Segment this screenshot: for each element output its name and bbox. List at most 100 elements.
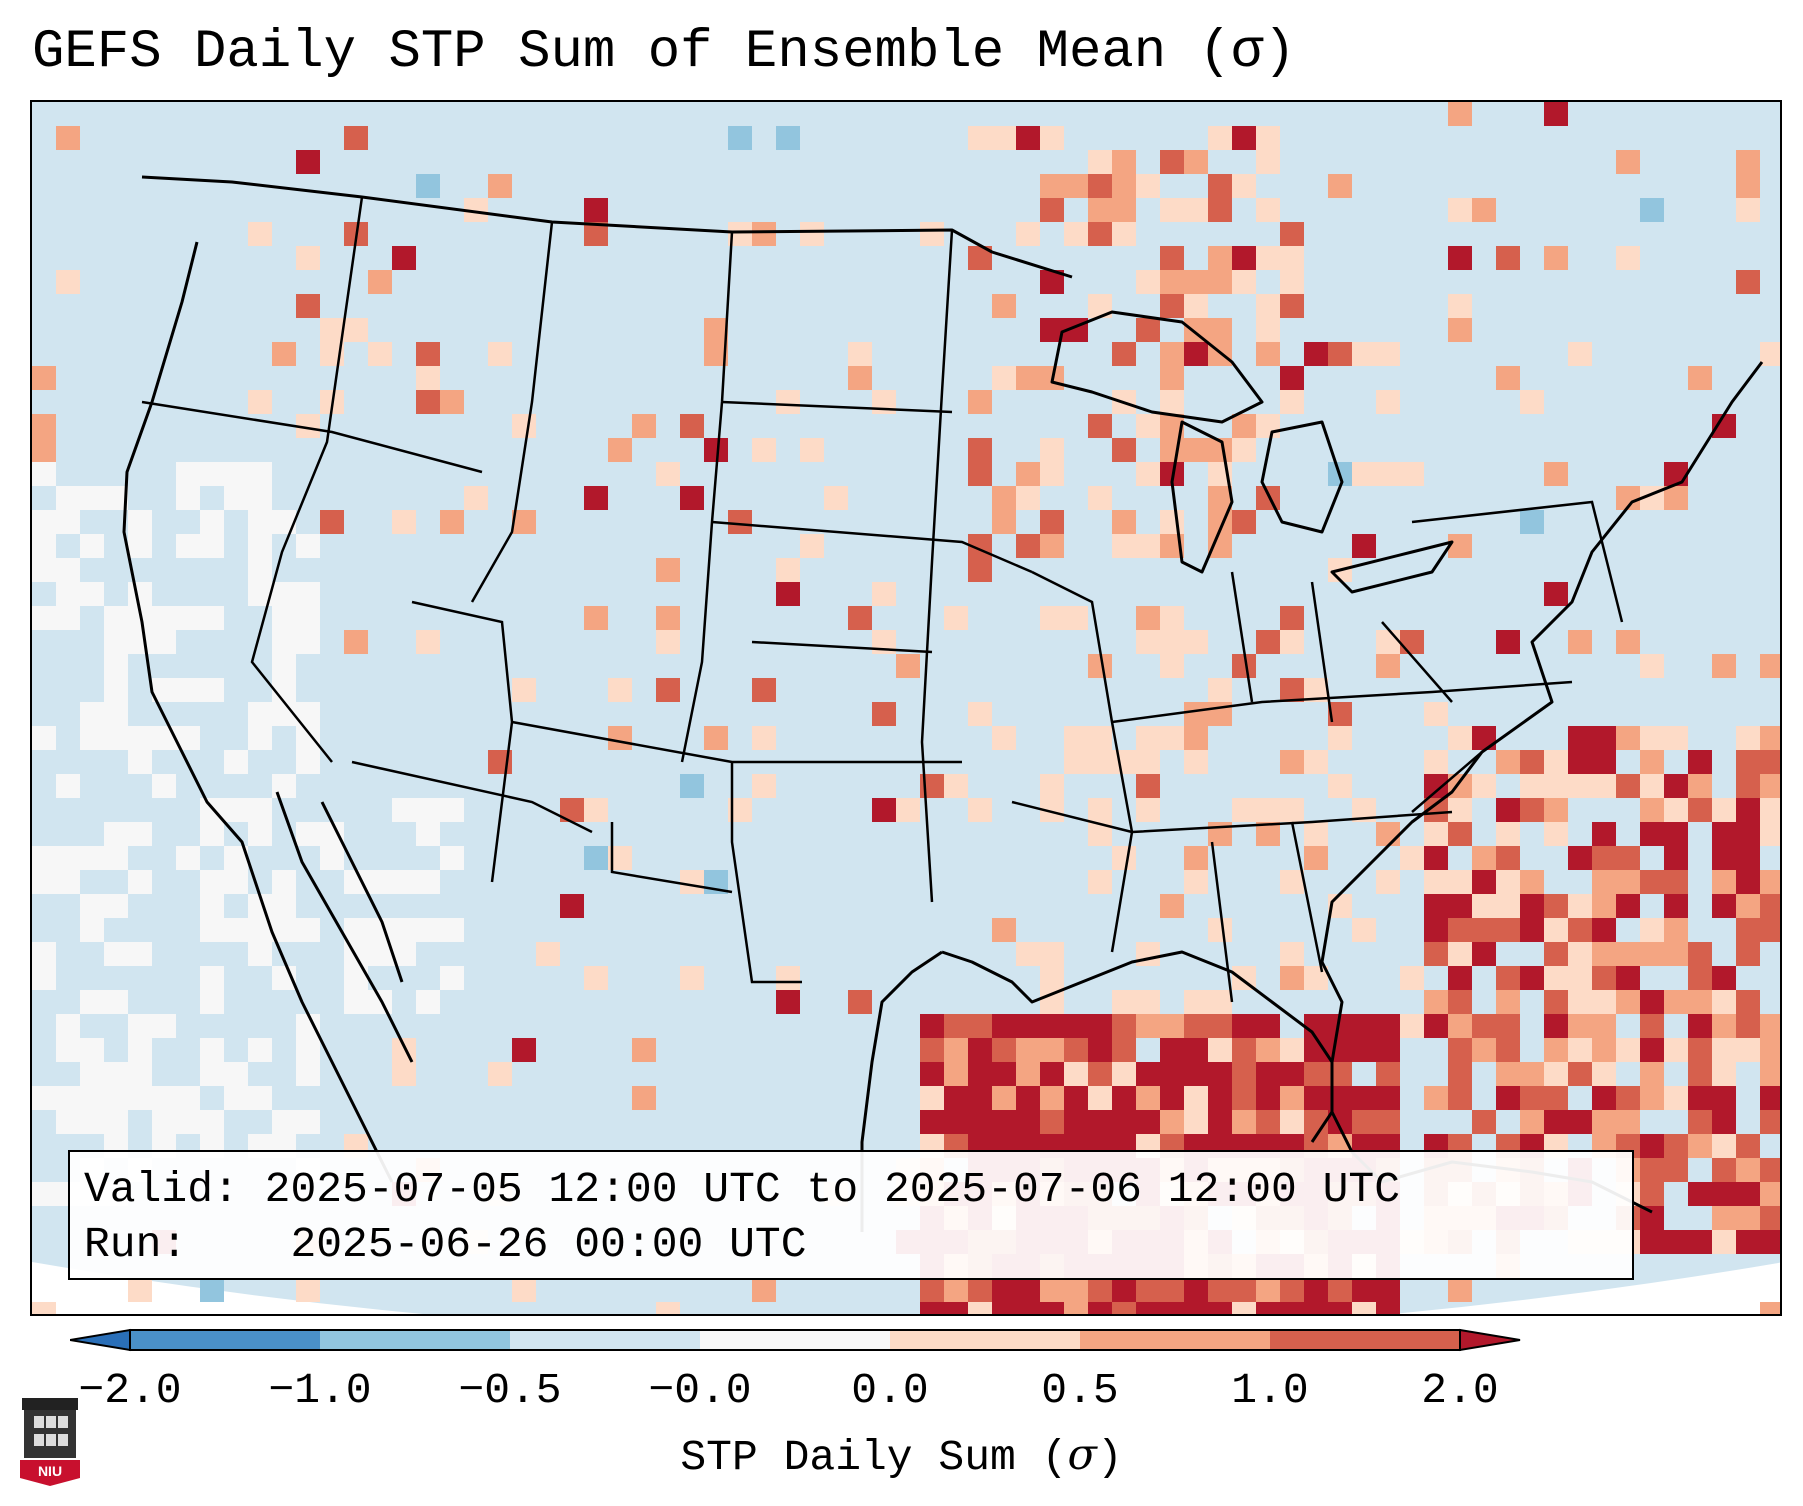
stp-cell <box>1112 198 1136 222</box>
stp-cell <box>1208 1038 1232 1062</box>
stp-cell <box>32 510 56 534</box>
stp-cell <box>944 1278 968 1302</box>
stp-cell <box>1088 750 1112 774</box>
stp-cell <box>1520 750 1544 774</box>
stp-cell <box>1520 510 1544 534</box>
stp-cell <box>776 390 800 414</box>
stp-cell <box>1760 654 1780 678</box>
stp-cell <box>1688 750 1712 774</box>
stp-cell <box>1184 294 1208 318</box>
stp-cell <box>1112 174 1136 198</box>
stp-cell <box>1664 822 1688 846</box>
stp-cell <box>1616 966 1640 990</box>
stp-cell <box>248 534 272 558</box>
stp-cell <box>1040 1062 1064 1086</box>
stp-cell <box>296 582 320 606</box>
stp-cell <box>224 486 248 510</box>
stp-cell <box>1760 1302 1780 1314</box>
stp-cell <box>1736 198 1760 222</box>
stp-cell <box>1040 510 1064 534</box>
stp-cell <box>1160 630 1184 654</box>
stp-cell <box>1016 942 1040 966</box>
stp-cell <box>680 414 704 438</box>
stp-cell <box>344 630 368 654</box>
stp-cell <box>80 894 104 918</box>
stp-cell <box>1472 894 1496 918</box>
stp-cell <box>32 558 56 582</box>
stp-cell <box>656 606 680 630</box>
stp-cell <box>1088 1278 1112 1302</box>
stp-cell <box>1760 798 1780 822</box>
stp-cell <box>1256 126 1280 150</box>
stp-cell <box>968 798 992 822</box>
stp-cell <box>80 1110 104 1134</box>
stp-cell <box>248 726 272 750</box>
stp-cell <box>1208 486 1232 510</box>
stp-cell <box>1088 870 1112 894</box>
stp-cell <box>296 294 320 318</box>
stp-cell <box>1592 1038 1616 1062</box>
stp-cell <box>752 1278 776 1302</box>
stp-cell <box>296 150 320 174</box>
stp-cell <box>200 1062 224 1086</box>
stp-cell <box>1664 1158 1688 1182</box>
stp-cell <box>1688 1182 1712 1206</box>
stp-cell <box>1640 1134 1664 1158</box>
stp-cell <box>1640 942 1664 966</box>
stp-cell <box>1136 1062 1160 1086</box>
stp-cell <box>1304 750 1328 774</box>
stp-cell <box>440 966 464 990</box>
stp-grid-cells <box>32 102 1780 1314</box>
stp-cell <box>128 750 152 774</box>
stp-cell <box>632 414 656 438</box>
stp-cell <box>1256 198 1280 222</box>
stp-cell <box>1304 1062 1328 1086</box>
stp-cell <box>1256 1086 1280 1110</box>
stp-cell <box>1640 1038 1664 1062</box>
stp-cell <box>296 1062 320 1086</box>
stp-cell <box>1520 774 1544 798</box>
stp-cell <box>1160 1086 1184 1110</box>
valid-label: Valid: <box>84 1165 239 1214</box>
stp-cell <box>1616 726 1640 750</box>
stp-cell <box>224 798 248 822</box>
stp-cell <box>1592 774 1616 798</box>
stp-cell <box>992 126 1016 150</box>
map-panel[interactable] <box>30 100 1782 1316</box>
stp-cell <box>1448 1278 1472 1302</box>
logo-text: NIU <box>38 1463 62 1479</box>
stp-cell <box>1568 630 1592 654</box>
stp-cell <box>1304 342 1328 366</box>
stp-cell <box>104 654 128 678</box>
stp-cell <box>1616 150 1640 174</box>
stp-cell <box>1760 918 1780 942</box>
stp-cell <box>80 990 104 1014</box>
stp-cell <box>1616 894 1640 918</box>
stp-cell <box>920 1302 944 1314</box>
stp-cell <box>1184 1110 1208 1134</box>
stp-cell <box>1088 1110 1112 1134</box>
stp-cell <box>152 1086 176 1110</box>
stp-cell <box>944 1062 968 1086</box>
stp-cell <box>1568 894 1592 918</box>
stp-cell <box>968 1062 992 1086</box>
stp-cell <box>440 846 464 870</box>
stp-cell <box>1520 390 1544 414</box>
stp-cell <box>1568 342 1592 366</box>
stp-cell <box>464 486 488 510</box>
stp-cell <box>440 390 464 414</box>
stp-cell <box>248 702 272 726</box>
stp-cell <box>1016 1038 1040 1062</box>
stp-cell <box>1040 198 1064 222</box>
stp-cell <box>1232 798 1256 822</box>
stp-cell <box>1760 750 1780 774</box>
stp-cell <box>1208 174 1232 198</box>
stp-cell <box>392 798 416 822</box>
stp-cell <box>1424 702 1448 726</box>
stp-cell <box>1688 1110 1712 1134</box>
stp-cell <box>1016 1062 1040 1086</box>
stp-cell <box>1472 1014 1496 1038</box>
stp-cell <box>1016 1086 1040 1110</box>
stp-cell <box>1184 1086 1208 1110</box>
stp-cell <box>1208 198 1232 222</box>
